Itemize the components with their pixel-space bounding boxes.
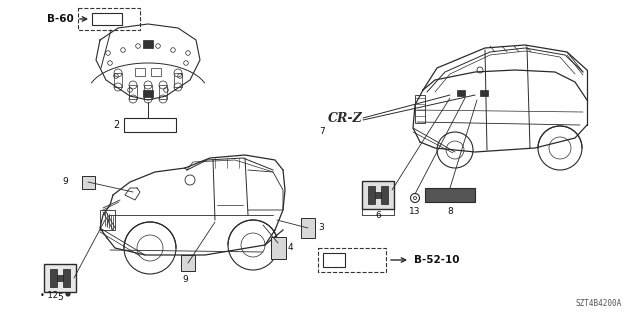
Bar: [78, 8, 140, 30]
Bar: [425, 188, 475, 202]
Bar: [271, 237, 286, 259]
Text: 4: 4: [288, 244, 294, 252]
Bar: [368, 186, 375, 204]
Bar: [92, 13, 122, 25]
Text: 13: 13: [409, 207, 420, 217]
Text: CR-Z: CR-Z: [328, 111, 362, 124]
Text: 5: 5: [57, 293, 63, 302]
Bar: [480, 90, 488, 96]
Circle shape: [434, 193, 438, 197]
Bar: [124, 118, 176, 132]
Circle shape: [441, 193, 445, 197]
Bar: [159, 85, 167, 99]
Text: B-60: B-60: [47, 14, 74, 25]
Circle shape: [448, 193, 452, 197]
Bar: [381, 186, 388, 204]
Text: SZT4B4200A: SZT4B4200A: [576, 299, 622, 308]
Bar: [114, 73, 122, 87]
Bar: [143, 90, 153, 97]
Text: • 12: • 12: [40, 292, 58, 300]
Bar: [50, 269, 57, 287]
Bar: [57, 275, 63, 281]
Circle shape: [427, 193, 431, 197]
Bar: [375, 192, 381, 198]
Bar: [457, 90, 465, 96]
Circle shape: [462, 193, 466, 197]
Bar: [82, 176, 95, 189]
Text: 7: 7: [319, 127, 325, 137]
Text: B-52-10: B-52-10: [414, 255, 460, 265]
Bar: [362, 181, 394, 209]
Circle shape: [455, 193, 460, 197]
Text: 6: 6: [375, 211, 381, 220]
Bar: [318, 248, 386, 272]
Bar: [63, 269, 70, 287]
Text: 2: 2: [114, 120, 120, 130]
Text: 9: 9: [182, 275, 188, 284]
Bar: [181, 255, 195, 271]
Text: 8: 8: [447, 206, 453, 215]
Bar: [135, 68, 145, 76]
Circle shape: [66, 292, 70, 296]
Bar: [144, 85, 152, 99]
Bar: [129, 85, 137, 99]
Bar: [143, 40, 153, 48]
Bar: [151, 68, 161, 76]
Bar: [301, 218, 315, 238]
Circle shape: [468, 193, 473, 197]
Text: 9: 9: [62, 178, 68, 187]
Bar: [44, 264, 76, 292]
Bar: [174, 73, 182, 87]
Text: 3: 3: [318, 223, 324, 233]
Bar: [415, 95, 425, 123]
Bar: [323, 253, 345, 267]
Bar: [100, 210, 115, 230]
